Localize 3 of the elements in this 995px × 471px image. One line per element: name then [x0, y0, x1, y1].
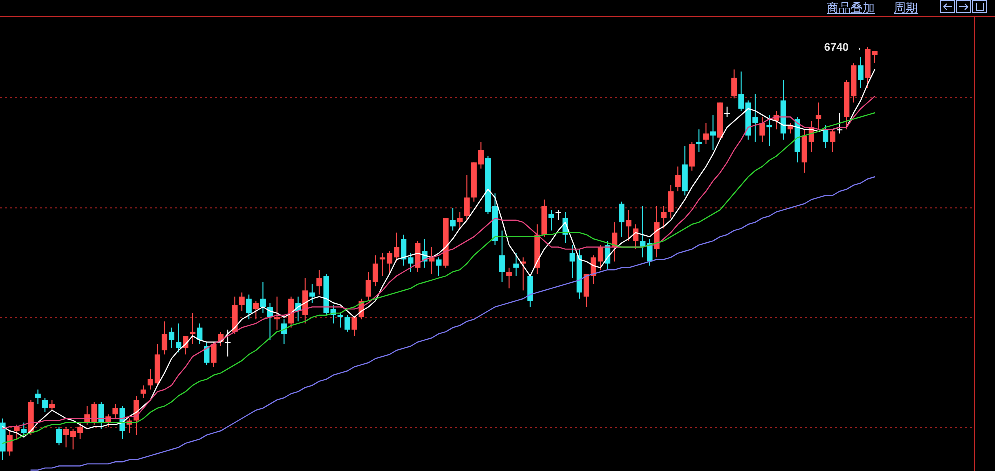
text: 商品叠加 — [827, 1, 875, 15]
annotation: 6740 → — [824, 42, 863, 54]
text: 周期 — [894, 1, 918, 15]
